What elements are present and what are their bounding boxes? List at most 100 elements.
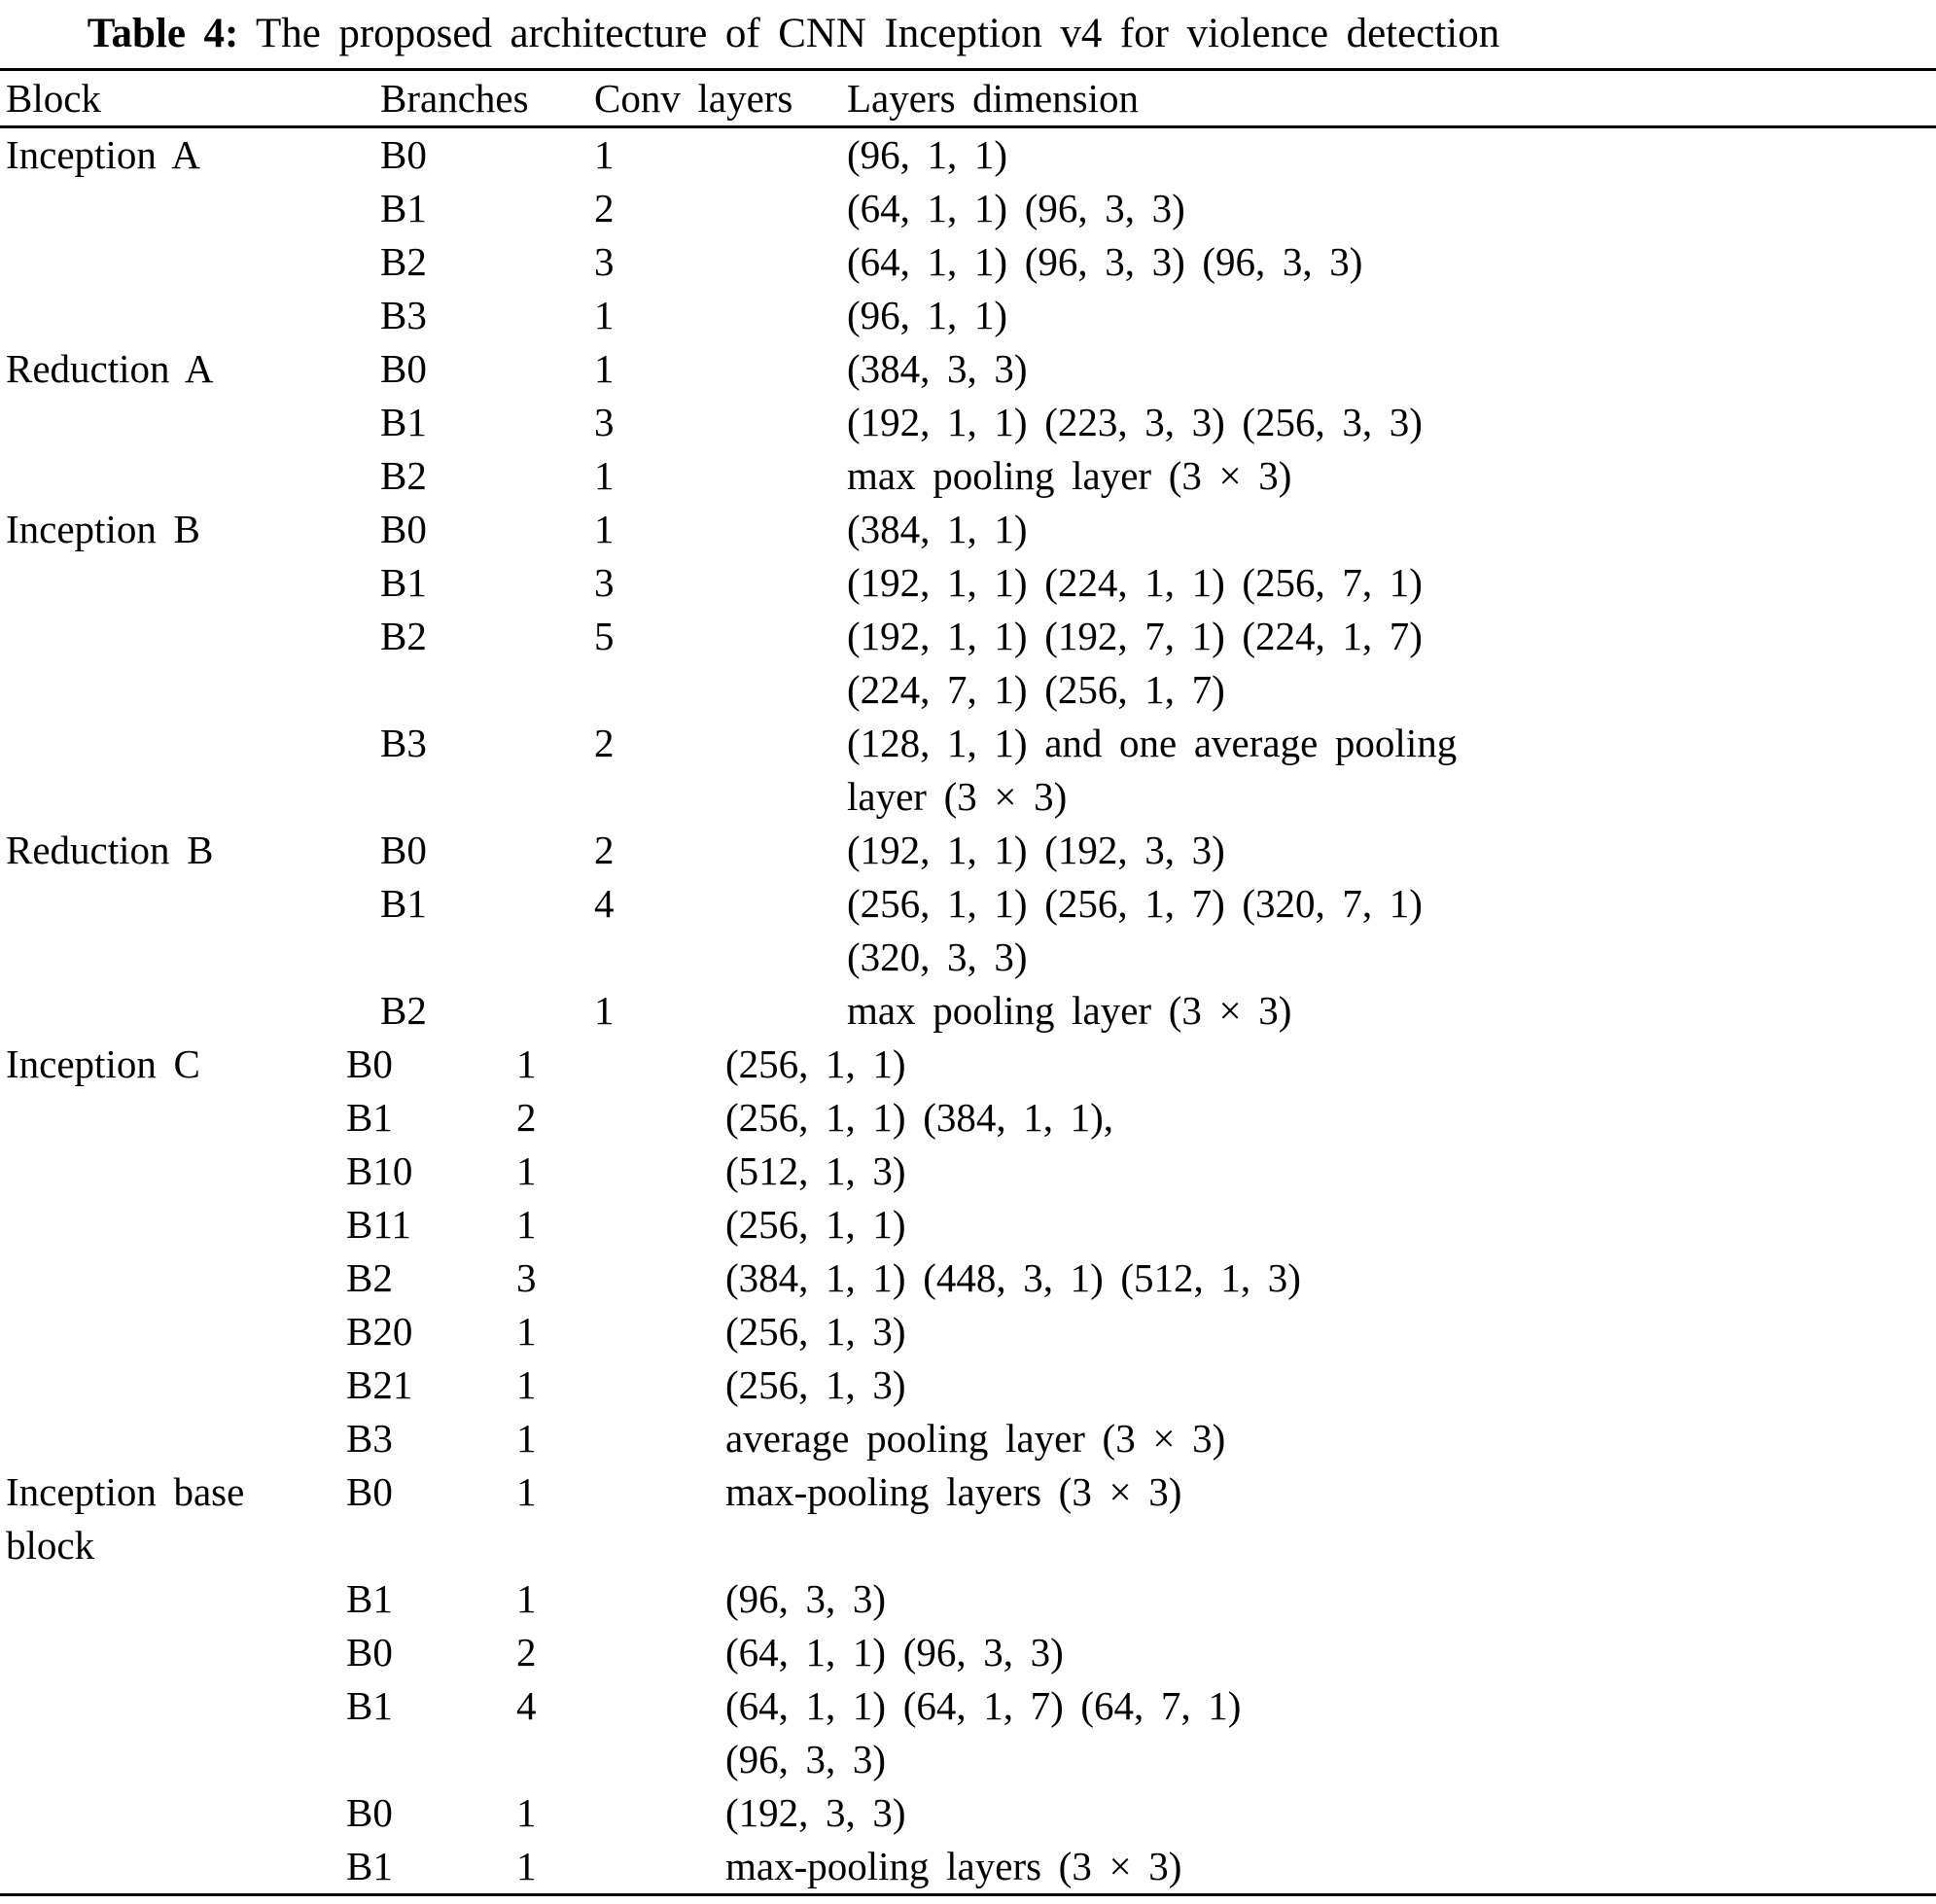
table-caption-text: The proposed architecture of CNN Incepti… xyxy=(256,11,1500,56)
layers-dimension-cell: (256, 1, 1) (384, 1, 1), xyxy=(725,1091,1936,1145)
layers-dimension-cell: average pooling layer (3 × 3) xyxy=(725,1412,1936,1465)
table-row: B20 1 (256, 1, 3) xyxy=(6,1305,1936,1358)
dims-line: (96, 1, 1) xyxy=(847,132,1008,177)
conv-layers-cell: 1 xyxy=(594,132,615,177)
table-row: B1 2 (64, 1, 1) (96, 3, 3) xyxy=(6,182,1936,235)
dims-line: (320, 3, 3) xyxy=(847,934,1028,979)
layers-dimension-cell: (256, 1, 1) (256, 1, 7) (320, 7, 1) (320,… xyxy=(847,877,1936,984)
branch-cell: B2 xyxy=(346,1255,393,1300)
block-cell xyxy=(6,877,380,984)
block-cell xyxy=(6,1198,346,1252)
table-row: B11 1 (256, 1, 1) xyxy=(6,1198,1936,1252)
table-row: Inception B B0 1 (384, 1, 1) xyxy=(6,503,1936,556)
block-line: Reduction A xyxy=(6,346,214,391)
block-cell xyxy=(6,984,380,1038)
dims-line: (64, 1, 1) (96, 3, 3) (96, 3, 3) xyxy=(847,239,1363,284)
block-cell: Reduction A xyxy=(6,342,380,396)
conv-layers-cell: 3 xyxy=(516,1255,537,1300)
block-line: Inception B xyxy=(6,507,200,551)
branch-cell: B2 xyxy=(380,453,427,498)
conv-layers-cell: 1 xyxy=(516,1844,537,1888)
header-conv-layers: Conv layers xyxy=(594,76,793,121)
dims-line: (256, 1, 1) (384, 1, 1), xyxy=(725,1095,1114,1140)
block-cell xyxy=(6,235,380,289)
block-cell xyxy=(6,1252,346,1305)
layers-dimension-cell: (128, 1, 1) and one average pooling layer… xyxy=(847,717,1936,824)
table-row: Reduction B B0 2 (192, 1, 1) (192, 3, 3) xyxy=(6,824,1936,877)
dims-line: (64, 1, 1) (64, 1, 7) (64, 7, 1) xyxy=(725,1683,1242,1728)
block-cell xyxy=(6,396,380,449)
block-cell xyxy=(6,1786,346,1840)
table-rule-top xyxy=(0,68,1936,71)
branch-cell: B1 xyxy=(346,1683,393,1728)
table-row: B2 1 max pooling layer (3 × 3) xyxy=(6,984,1936,1038)
conv-layers-cell: 4 xyxy=(594,881,615,926)
branch-cell: B2 xyxy=(380,988,427,1033)
table-row: B1 1 max-pooling layers (3 × 3) xyxy=(6,1840,1936,1893)
dims-line: (384, 3, 3) xyxy=(847,346,1028,391)
conv-layers-cell: 1 xyxy=(516,1148,537,1193)
block-cell xyxy=(6,1358,346,1412)
conv-layers-cell: 1 xyxy=(516,1469,537,1514)
table-header-row: Block Branches Conv layers Layers dimens… xyxy=(6,71,1936,125)
block-cell xyxy=(6,182,380,235)
table-rule-header xyxy=(0,125,1936,128)
table-caption: Table 4: The proposed architecture of CN… xyxy=(6,8,1581,60)
dims-line: (96, 1, 1) xyxy=(847,293,1008,337)
dims-line: max pooling layer (3 × 3) xyxy=(847,988,1292,1033)
conv-layers-cell: 2 xyxy=(594,721,615,765)
layers-dimension-cell: (192, 3, 3) xyxy=(725,1786,1936,1840)
conv-layers-cell: 5 xyxy=(594,614,615,658)
header-block: Block xyxy=(6,76,101,121)
block-cell xyxy=(6,1305,346,1358)
conv-layers-cell: 1 xyxy=(516,1362,537,1407)
dims-line: (192, 1, 1) (192, 3, 3) xyxy=(847,828,1225,872)
branch-cell: B1 xyxy=(380,560,427,605)
dims-line: (96, 3, 3) xyxy=(725,1737,887,1781)
conv-layers-cell: 3 xyxy=(594,560,615,605)
branch-cell: B0 xyxy=(380,507,427,551)
block-cell: Inception B xyxy=(6,503,380,556)
dims-line: (224, 7, 1) (256, 1, 7) xyxy=(847,667,1225,712)
conv-layers-cell: 1 xyxy=(594,346,615,391)
table-row: B3 2 (128, 1, 1) and one average pooling la… xyxy=(6,717,1936,824)
dims-line: (512, 1, 3) xyxy=(725,1148,906,1193)
branch-cell: B1 xyxy=(346,1844,393,1888)
branch-cell: B10 xyxy=(346,1148,413,1193)
conv-layers-cell: 2 xyxy=(594,828,615,872)
branch-cell: B2 xyxy=(380,239,427,284)
conv-layers-cell: 1 xyxy=(594,453,615,498)
table-row: B1 1 (96, 3, 3) xyxy=(6,1572,1936,1626)
conv-layers-cell: 2 xyxy=(516,1095,537,1140)
table-row: Reduction A B0 1 (384, 3, 3) xyxy=(6,342,1936,396)
branch-cell: B21 xyxy=(346,1362,413,1407)
branch-cell: B20 xyxy=(346,1309,413,1354)
branch-cell: B11 xyxy=(346,1202,411,1247)
dims-line: (256, 1, 1) (256, 1, 7) (320, 7, 1) xyxy=(847,881,1423,926)
layers-dimension-cell: (192, 1, 1) (224, 1, 1) (256, 7, 1) xyxy=(847,556,1936,610)
dims-line: (128, 1, 1) and one average pooling xyxy=(847,721,1458,765)
layers-dimension-cell: (384, 1, 1) (448, 3, 1) (512, 1, 3) xyxy=(725,1252,1936,1305)
layers-dimension-cell: (96, 1, 1) xyxy=(847,289,1936,342)
dims-line: (192, 1, 1) (224, 1, 1) (256, 7, 1) xyxy=(847,560,1423,605)
branch-cell: B1 xyxy=(380,400,427,444)
block-cell xyxy=(6,1412,346,1465)
table-body: Inception A B0 1 (96, 1, 1) B1 2 (64, 1, 1) (9… xyxy=(6,128,1936,1893)
layers-dimension-cell: (192, 1, 1) (192, 3, 3) xyxy=(847,824,1936,877)
conv-layers-cell: 3 xyxy=(594,239,615,284)
table-row: B3 1 average pooling layer (3 × 3) xyxy=(6,1412,1936,1465)
block-cell xyxy=(6,1679,346,1786)
table-row: B1 3 (192, 1, 1) (224, 1, 1) (256, 7, 1) xyxy=(6,556,1936,610)
layers-dimension-cell: (64, 1, 1) (96, 3, 3) (96, 3, 3) xyxy=(847,235,1936,289)
table-row: B1 4 (256, 1, 1) (256, 1, 7) (320, 7, 1) (3… xyxy=(6,877,1936,984)
dims-line: (192, 1, 1) (223, 3, 3) (256, 3, 3) xyxy=(847,400,1423,444)
layers-dimension-cell: (256, 1, 1) xyxy=(725,1198,1936,1252)
conv-layers-cell: 3 xyxy=(594,400,615,444)
conv-layers-cell: 4 xyxy=(516,1683,537,1728)
conv-layers-cell: 1 xyxy=(516,1576,537,1621)
header-branches: Branches xyxy=(380,76,529,121)
table-row: B21 1 (256, 1, 3) xyxy=(6,1358,1936,1412)
branch-cell: B3 xyxy=(380,293,427,337)
table-row: B2 1 max pooling layer (3 × 3) xyxy=(6,449,1936,503)
